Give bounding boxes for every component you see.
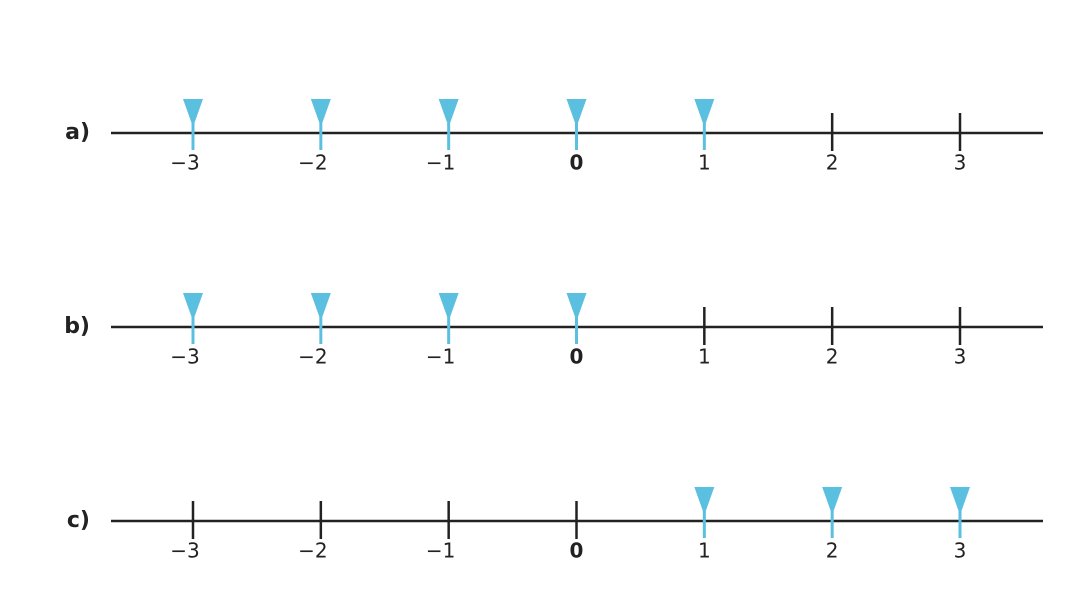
tick-label: −2 (298, 151, 327, 175)
marker-head (183, 99, 203, 127)
marker-head (566, 99, 587, 127)
tick-label: −1 (426, 539, 455, 563)
marker-head (950, 487, 970, 515)
tick-label: −3 (170, 345, 199, 369)
tick-label: 2 (826, 151, 839, 175)
marker-head (694, 99, 715, 127)
tick-label: 1 (698, 151, 711, 175)
tick-label: −2 (298, 539, 327, 563)
tick-label: 3 (954, 151, 967, 175)
marker (310, 293, 331, 344)
marker (566, 293, 587, 344)
marker-head (822, 487, 843, 515)
marker (694, 487, 715, 538)
marker (183, 293, 203, 344)
tick-label: −3 (170, 539, 199, 563)
tick-label: −1 (426, 151, 455, 175)
tick-label: 2 (826, 539, 839, 563)
tick-label: 0 (570, 345, 584, 369)
marker (438, 99, 459, 150)
row-label: b) (64, 314, 90, 339)
tick-label: 1 (698, 539, 711, 563)
tick-label: −1 (426, 345, 455, 369)
marker (950, 487, 970, 538)
marker-head (566, 293, 587, 321)
marker-head (310, 293, 331, 321)
marker (822, 487, 843, 538)
marker (566, 99, 587, 150)
tick-label: 0 (570, 151, 584, 175)
tick-label: 3 (954, 345, 967, 369)
tick-label: 3 (954, 539, 967, 563)
tick-label: 2 (826, 345, 839, 369)
tick-label: 0 (570, 539, 584, 563)
marker (694, 99, 715, 150)
marker-head (310, 99, 331, 127)
row-label: a) (65, 120, 90, 145)
marker (183, 99, 203, 150)
marker (438, 293, 459, 344)
marker (310, 99, 331, 150)
marker-head (183, 293, 203, 321)
tick-label: −2 (298, 345, 327, 369)
tick-label: −3 (170, 151, 199, 175)
marker-head (438, 99, 459, 127)
tick-label: 1 (698, 345, 711, 369)
marker-head (694, 487, 715, 515)
row-label: c) (67, 508, 90, 533)
marker-head (438, 293, 459, 321)
